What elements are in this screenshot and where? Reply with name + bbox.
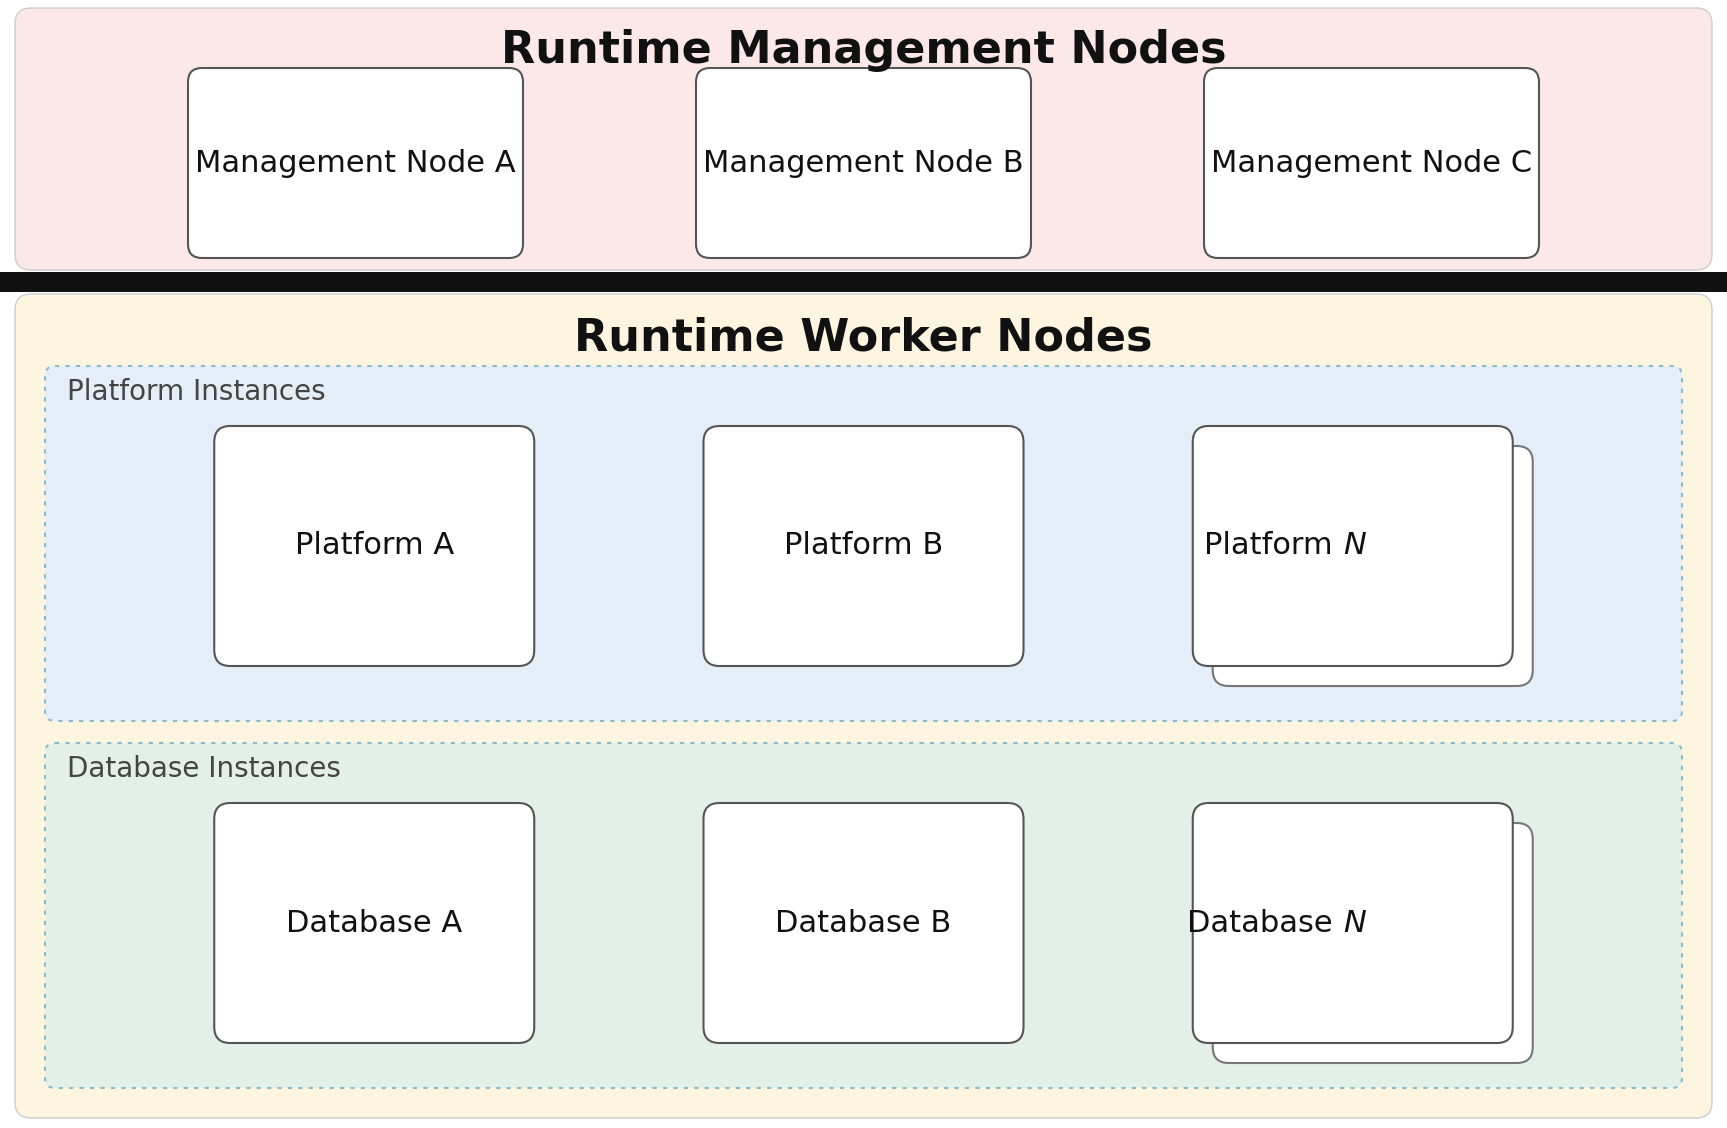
FancyBboxPatch shape	[16, 8, 1711, 270]
Text: Platform Instances: Platform Instances	[67, 378, 326, 406]
FancyBboxPatch shape	[1212, 446, 1534, 686]
FancyBboxPatch shape	[16, 294, 1711, 1118]
Text: Management Node B: Management Node B	[703, 149, 1024, 177]
Text: Database: Database	[1188, 908, 1344, 937]
FancyBboxPatch shape	[1204, 68, 1539, 258]
FancyBboxPatch shape	[703, 803, 1024, 1043]
FancyBboxPatch shape	[188, 68, 523, 258]
FancyBboxPatch shape	[1193, 803, 1513, 1043]
FancyBboxPatch shape	[45, 365, 1682, 721]
FancyBboxPatch shape	[1212, 823, 1534, 1063]
Text: Runtime Worker Nodes: Runtime Worker Nodes	[575, 317, 1152, 360]
Text: Database A: Database A	[287, 908, 463, 937]
Text: Database Instances: Database Instances	[67, 755, 340, 783]
Text: Platform: Platform	[1204, 531, 1344, 561]
Text: Management Node C: Management Node C	[1211, 149, 1532, 177]
Text: Platform A: Platform A	[295, 531, 454, 561]
Text: Platform B: Platform B	[784, 531, 943, 561]
FancyBboxPatch shape	[45, 743, 1682, 1089]
FancyBboxPatch shape	[696, 68, 1031, 258]
FancyBboxPatch shape	[703, 426, 1024, 666]
Text: Database B: Database B	[775, 908, 952, 937]
Text: Runtime Management Nodes: Runtime Management Nodes	[501, 28, 1226, 71]
Bar	[0, 272, 1727, 292]
FancyBboxPatch shape	[214, 426, 534, 666]
Text: Management Node A: Management Node A	[195, 149, 516, 177]
FancyBboxPatch shape	[1193, 426, 1513, 666]
Text: N: N	[1344, 531, 1366, 561]
FancyBboxPatch shape	[214, 803, 534, 1043]
Text: N: N	[1344, 908, 1366, 937]
